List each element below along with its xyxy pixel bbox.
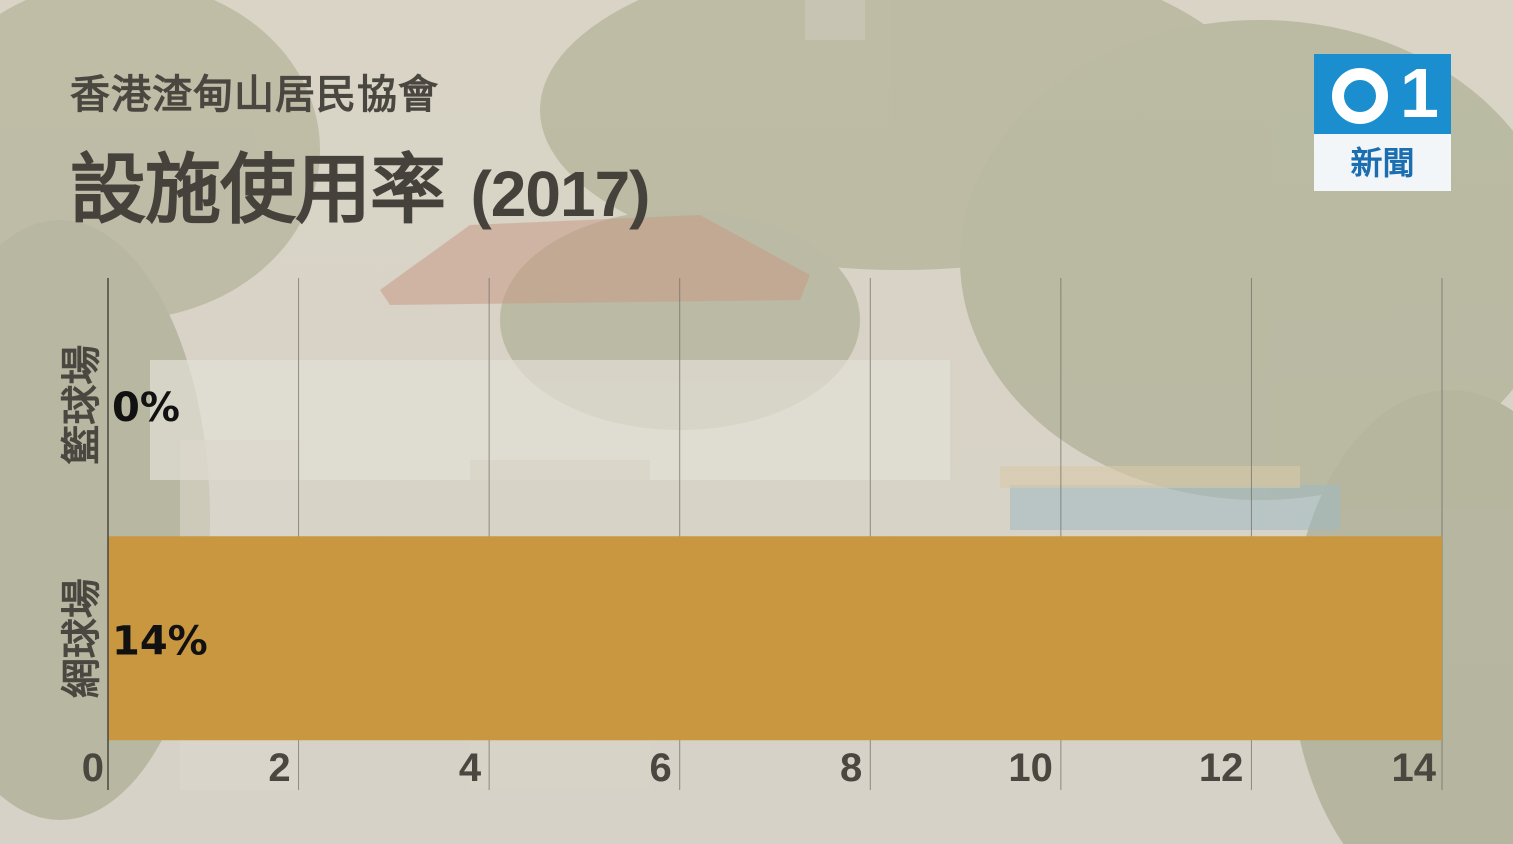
data-label-1: 14%	[112, 618, 208, 664]
x-tick-label-2: 2	[268, 746, 290, 790]
x-tick-label-6: 6	[649, 746, 671, 790]
x-tick-label-4: 4	[459, 746, 482, 790]
x-tick-label-10: 10	[1008, 746, 1053, 790]
title-year: (2017)	[470, 158, 650, 230]
title-main: 設施使用率	[70, 145, 446, 234]
data-label-0: 0%	[112, 385, 180, 431]
x-tick-label-12: 12	[1199, 746, 1244, 790]
x-tick-label-0: 0	[82, 746, 104, 790]
bar-1	[108, 536, 1442, 741]
x-tick-label-8: 8	[840, 746, 862, 790]
organization-subtitle: 香港渣甸山居民協會	[70, 72, 439, 118]
hk01-logo: 1 新聞	[1314, 54, 1451, 191]
logo-text: 新聞	[1350, 144, 1415, 182]
chart-title: 設施使用率 (2017)	[70, 128, 650, 238]
category-label-1: 網球場	[59, 578, 105, 698]
logo-one-mark: 1	[1400, 54, 1439, 132]
x-tick-label-14: 14	[1392, 746, 1437, 790]
category-label-0: 籃球場	[59, 345, 105, 465]
